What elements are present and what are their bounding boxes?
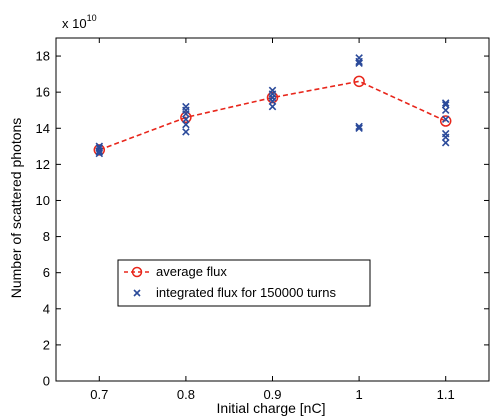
y-multiplier-base: x 10 — [62, 16, 87, 31]
y-tick-label: 12 — [36, 157, 50, 172]
integrated-flux-point — [441, 115, 450, 124]
integrated-flux-point — [355, 59, 363, 68]
average-flux-point — [180, 111, 192, 124]
legend-box — [117, 259, 371, 307]
y-multiplier: x 1010 — [62, 13, 97, 31]
integrated-flux-point — [182, 102, 190, 111]
y-axis-label: Number of scattered photons — [8, 118, 24, 299]
average-flux-point — [439, 115, 452, 127]
integrated-flux-point — [441, 101, 450, 109]
legend: average flux integrated flux for 150000 … — [117, 259, 371, 307]
x-tick-label: 0.9 — [263, 387, 281, 402]
integrated-flux-point — [355, 124, 363, 133]
axis-ticks: 0.7 0.8 0.9 1 1.1 0 2 4 6 8 10 12 14 16 18 — [36, 38, 489, 402]
integrated-flux-point — [441, 138, 450, 147]
x-tick-label: 1.1 — [437, 387, 455, 402]
data-markers — [95, 54, 450, 158]
y-multiplier-exponent: 10 — [87, 13, 97, 23]
integrated-flux-point — [182, 120, 190, 129]
y-tick-label: 0 — [43, 374, 50, 389]
average-flux-line — [99, 80, 447, 151]
y-tick-label: 6 — [43, 265, 50, 280]
average-flux-point — [266, 91, 279, 104]
integrated-flux-point — [268, 102, 277, 111]
integrated-flux-point — [95, 149, 104, 158]
y-tick-label: 18 — [36, 49, 50, 64]
x-tick-label: 1 — [355, 387, 362, 402]
legend-label-average-flux: average flux — [156, 264, 227, 279]
y-tick-label: 8 — [43, 229, 50, 244]
integrated-flux-point — [268, 86, 277, 95]
integrated-flux-point — [95, 142, 104, 151]
x-tick-label: 0.8 — [177, 387, 195, 402]
series-lines — [93, 75, 452, 156]
average-flux-point — [353, 75, 365, 88]
y-tick-label: 14 — [36, 121, 50, 136]
legend-label-integrated-flux: integrated flux for 150000 turns — [156, 285, 336, 300]
integrated-flux-point — [441, 129, 450, 138]
integrated-flux-point — [441, 99, 450, 107]
integrated-flux-point — [441, 106, 450, 114]
legend-marker-integrated-flux — [133, 289, 141, 297]
integrated-flux-point — [355, 54, 363, 62]
legend-marker-average-flux — [131, 266, 143, 278]
x-tick-label: 0.7 — [90, 387, 108, 402]
average-flux-point — [93, 144, 106, 156]
y-tick-label: 10 — [36, 193, 50, 208]
integrated-flux-point — [182, 128, 190, 136]
y-tick-label: 2 — [43, 337, 50, 352]
integrated-flux-point — [355, 122, 363, 131]
x-axis-label: Initial charge [nC] — [217, 400, 326, 416]
y-tick-label: 16 — [36, 85, 50, 100]
y-tick-label: 4 — [43, 301, 50, 316]
integrated-flux-point — [95, 147, 104, 156]
integrated-flux-point — [182, 115, 190, 124]
